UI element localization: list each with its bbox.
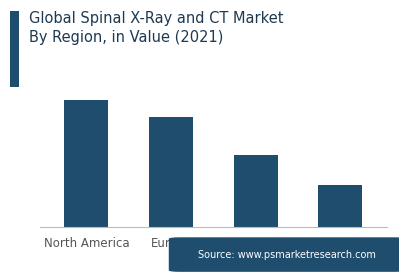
Text: Source: www.psmarketresearch.com: Source: www.psmarketresearch.com (198, 250, 376, 260)
Bar (149, 117, 193, 227)
Bar (65, 100, 109, 227)
Bar (234, 155, 278, 227)
Text: Global Spinal X-Ray and CT Market
By Region, in Value (2021): Global Spinal X-Ray and CT Market By Reg… (29, 11, 283, 44)
FancyBboxPatch shape (169, 237, 399, 272)
Bar (318, 185, 362, 227)
